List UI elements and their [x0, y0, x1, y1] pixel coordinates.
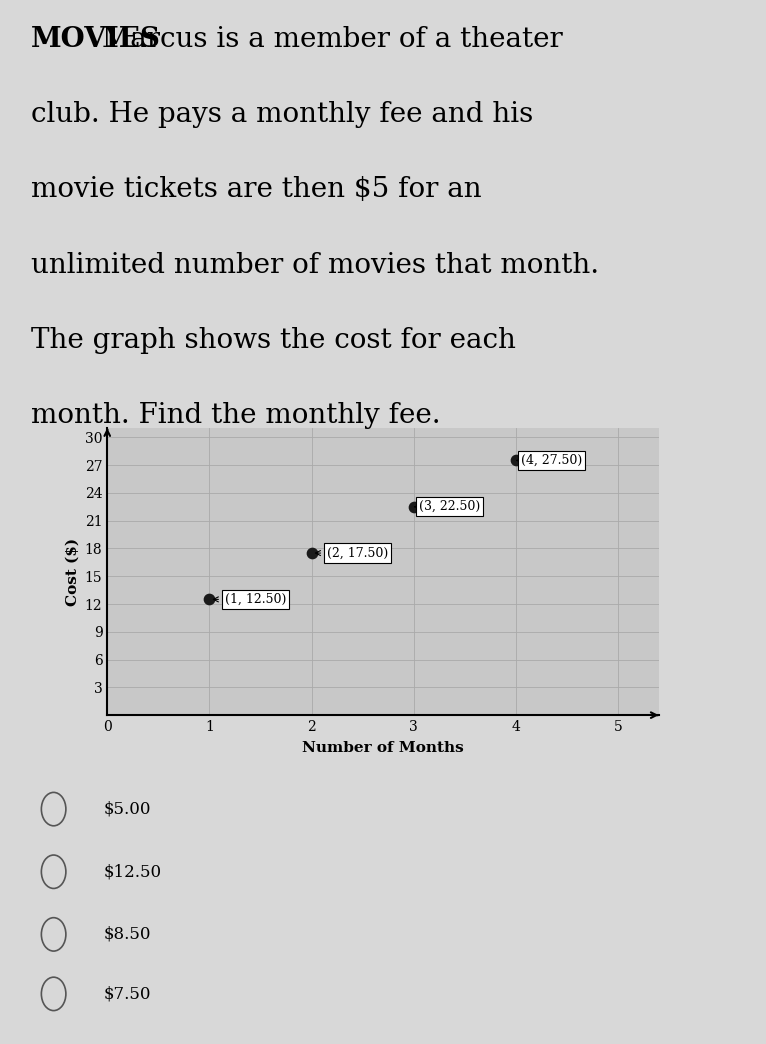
Text: movie tickets are then $5 for an: movie tickets are then $5 for an [31, 176, 481, 204]
Text: $12.50: $12.50 [103, 863, 162, 880]
Text: unlimited number of movies that month.: unlimited number of movies that month. [31, 252, 599, 279]
Text: $7.50: $7.50 [103, 986, 151, 1002]
Text: Marcus is a member of a theater: Marcus is a member of a theater [93, 26, 563, 53]
Text: MOVIES: MOVIES [31, 26, 161, 53]
Text: $8.50: $8.50 [103, 926, 151, 943]
X-axis label: Number of Months: Number of Months [302, 741, 464, 755]
Y-axis label: Cost ($): Cost ($) [65, 538, 79, 606]
Point [509, 452, 522, 469]
Text: (2, 17.50): (2, 17.50) [316, 547, 388, 560]
Text: The graph shows the cost for each: The graph shows the cost for each [31, 327, 516, 354]
Text: club. He pays a monthly fee and his: club. He pays a monthly fee and his [31, 101, 533, 128]
Text: month. Find the monthly fee.: month. Find the monthly fee. [31, 402, 440, 429]
Point [203, 591, 215, 608]
Point [306, 545, 318, 562]
Text: (3, 22.50): (3, 22.50) [414, 500, 480, 514]
Text: (1, 12.50): (1, 12.50) [214, 593, 286, 606]
Text: $5.00: $5.00 [103, 801, 151, 817]
Text: (4, 27.50): (4, 27.50) [517, 454, 582, 467]
Point [408, 498, 420, 515]
